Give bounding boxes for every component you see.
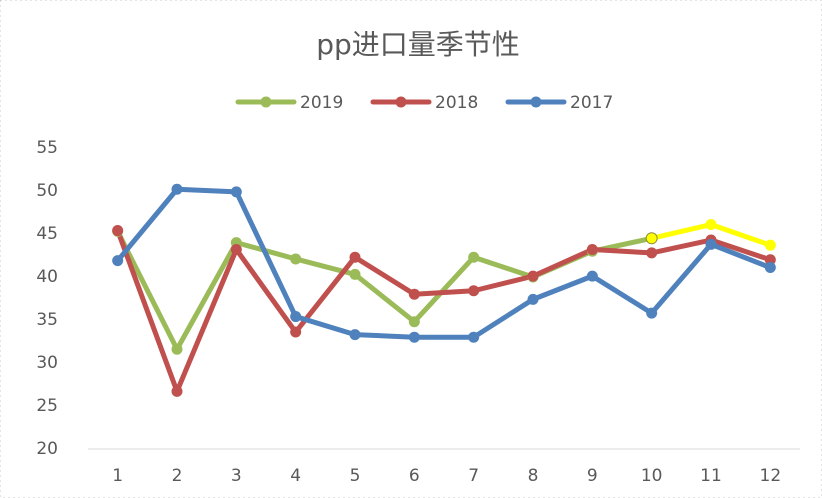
- x-tick-label: 9: [587, 466, 598, 486]
- data-point: [112, 225, 124, 237]
- data-point: [290, 253, 302, 265]
- series-line: [115, 230, 653, 352]
- data-point: [112, 255, 124, 267]
- y-tick-label: 35: [36, 310, 58, 330]
- x-tick-label: 6: [409, 466, 420, 486]
- x-tick-label: 5: [350, 466, 361, 486]
- data-point: [646, 247, 658, 259]
- data-point: [705, 219, 717, 231]
- x-tick-label: 8: [528, 466, 539, 486]
- legend-label: 2018: [435, 93, 478, 113]
- data-point: [171, 343, 183, 355]
- legend-label: 2017: [570, 93, 613, 113]
- y-tick-label: 50: [36, 181, 58, 201]
- x-tick-label: 3: [231, 466, 242, 486]
- data-point: [290, 326, 302, 338]
- data-point: [468, 331, 480, 343]
- data-point: [408, 288, 420, 300]
- data-point: [527, 293, 539, 305]
- data-point: [349, 268, 361, 280]
- x-tick-label: 11: [700, 466, 722, 486]
- data-point: [586, 243, 598, 255]
- data-point: [230, 243, 242, 255]
- data-point: [646, 307, 658, 319]
- y-tick-label: 20: [36, 439, 58, 459]
- data-point: [705, 238, 717, 250]
- x-tick-label: 12: [760, 466, 782, 486]
- y-tick-label: 55: [36, 138, 58, 158]
- y-tick-label: 45: [36, 224, 58, 244]
- data-point: [408, 316, 420, 328]
- data-point: [764, 254, 776, 266]
- data-point: [764, 239, 776, 251]
- data-point: [349, 329, 361, 341]
- x-tick-label: 4: [290, 466, 301, 486]
- data-point: [468, 251, 480, 263]
- data-point: [290, 311, 302, 323]
- data-point: [527, 270, 539, 282]
- series-line: [115, 186, 772, 340]
- legend-marker: [395, 96, 407, 108]
- data-point: [764, 262, 776, 274]
- data-point: [645, 232, 658, 245]
- chart-title: pp进口量季节性: [316, 28, 520, 61]
- y-tick-label: 40: [36, 267, 58, 287]
- data-point: [586, 270, 598, 282]
- data-point: [468, 285, 480, 297]
- y-tick-label: 30: [36, 353, 58, 373]
- series-line: [115, 229, 772, 394]
- x-tick-label: 2: [172, 466, 183, 486]
- data-point: [408, 331, 420, 343]
- data-point: [171, 183, 183, 195]
- legend-label: 2019: [300, 93, 343, 113]
- legend-marker: [260, 96, 272, 108]
- legend-marker: [530, 96, 542, 108]
- y-tick-label: 25: [36, 396, 58, 416]
- x-tick-label: 1: [112, 466, 123, 486]
- data-point: [230, 186, 242, 198]
- x-tick-label: 7: [468, 466, 479, 486]
- data-point: [349, 251, 361, 263]
- data-point: [171, 385, 183, 397]
- x-tick-label: 10: [641, 466, 663, 486]
